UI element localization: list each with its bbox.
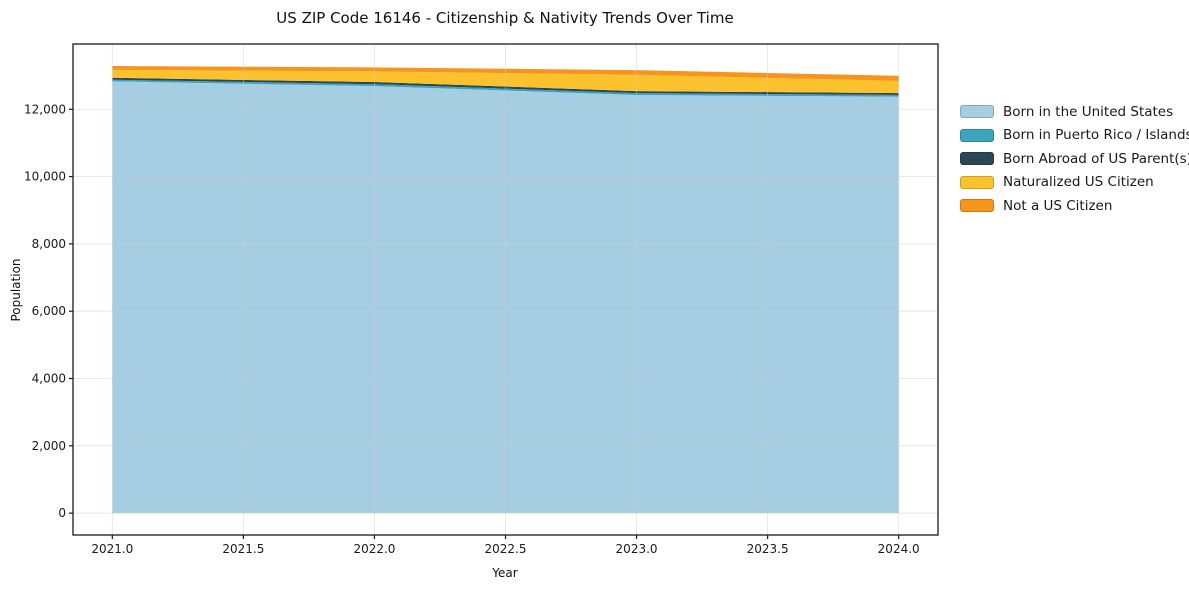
- legend-item-born-abroad-of-us-parent-s: Born Abroad of US Parent(s): [960, 147, 1189, 171]
- y-tick-label: 12,000: [24, 102, 66, 116]
- legend-label: Born in Puerto Rico / Islands: [1003, 127, 1189, 144]
- legend-label: Naturalized US Citizen: [1003, 174, 1154, 191]
- x-tick-label: 2024.0: [878, 542, 920, 556]
- legend-swatch-icon: [960, 128, 994, 142]
- area-born-abroad-of-us-parent-s: [112, 77, 899, 95]
- legend-swatch-icon: [960, 175, 994, 189]
- y-tick-label: 4,000: [32, 372, 66, 386]
- x-axis-label: Year: [492, 566, 518, 580]
- legend-item-naturalized-us-citizen: Naturalized US Citizen: [960, 171, 1189, 195]
- x-tick-label: 2021.5: [222, 542, 264, 556]
- legend-swatch-icon: [960, 199, 994, 213]
- x-tick-label: 2021.0: [91, 542, 133, 556]
- y-tick-label: 2,000: [32, 439, 66, 453]
- x-tick-label: 2023.0: [616, 542, 658, 556]
- chart-title: US ZIP Code 16146 - Citizenship & Nativi…: [276, 9, 734, 27]
- legend-swatch-icon: [960, 105, 994, 119]
- y-tick-label: 10,000: [24, 170, 66, 184]
- legend-item-not-a-us-citizen: Not a US Citizen: [960, 194, 1189, 218]
- legend-item-born-in-puerto-rico-islands: Born in Puerto Rico / Islands: [960, 124, 1189, 148]
- x-tick-label: 2023.5: [747, 542, 789, 556]
- x-tick-label: 2022.0: [353, 542, 395, 556]
- legend-label: Born in the United States: [1003, 103, 1174, 120]
- y-tick-label: 0: [58, 506, 66, 520]
- y-tick-label: 6,000: [32, 304, 66, 318]
- legend-item-born-in-the-united-states: Born in the United States: [960, 100, 1189, 124]
- legend-label: Not a US Citizen: [1003, 197, 1113, 214]
- area-not-a-us-citizen: [112, 66, 899, 81]
- area-born-in-puerto-rico-islands: [112, 79, 899, 97]
- y-tick-label: 8,000: [32, 237, 66, 251]
- legend-label: Born Abroad of US Parent(s): [1003, 150, 1189, 167]
- legend-swatch-icon: [960, 152, 994, 166]
- chart-legend: Born in the United States Born in Puerto …: [960, 100, 1189, 218]
- x-tick-label: 2022.5: [485, 542, 527, 556]
